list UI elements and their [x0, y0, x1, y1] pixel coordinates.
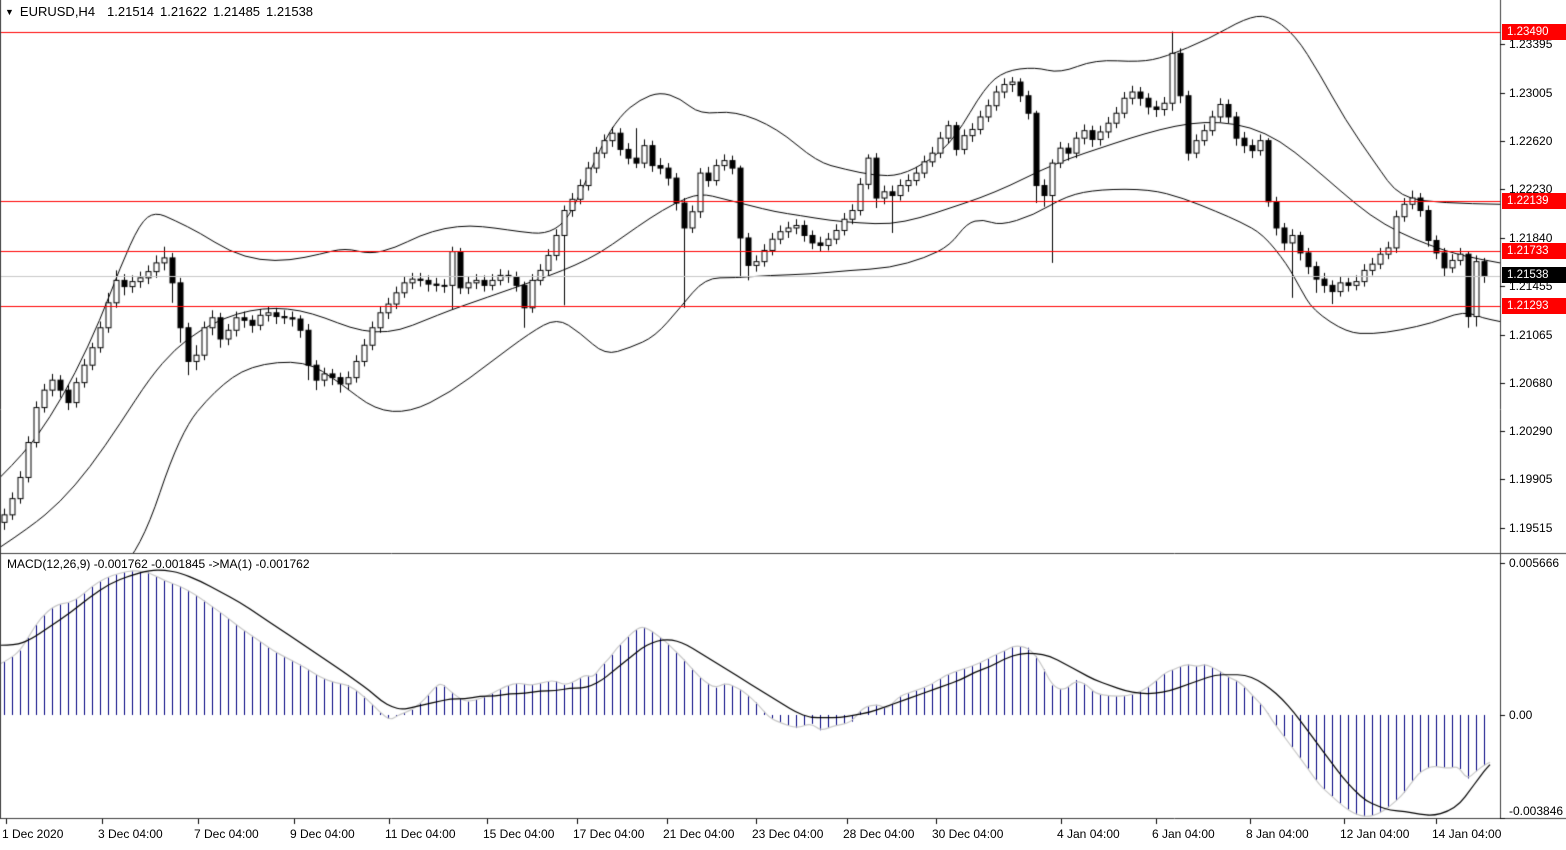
price-axis-tick-label: 1.20680: [1509, 376, 1553, 390]
symbol-period-label: EURUSD,H4: [19, 4, 96, 19]
macd-axis-tick-label: 0.00: [1509, 708, 1533, 722]
time-axis-label: 7 Dec 04:00: [194, 827, 259, 841]
price-axis-tick-label: 1.20290: [1509, 424, 1553, 438]
price-axis-tick-label: 1.19515: [1509, 521, 1553, 535]
price-level-badge: 1.23490: [1502, 24, 1566, 40]
chart-title: ▼ EURUSD,H4 1.21514 1.21622 1.21485 1.21538: [5, 4, 319, 19]
price-level-badge: 1.21293: [1502, 298, 1566, 314]
time-axis-label: 1 Dec 2020: [2, 827, 64, 841]
quote-low: 1.21485: [213, 4, 261, 19]
price-level-badge: 1.21733: [1502, 243, 1566, 259]
time-axis-label: 21 Dec 04:00: [663, 827, 735, 841]
time-axis-label: 12 Jan 04:00: [1340, 827, 1410, 841]
macd-indicator-label: MACD(12,26,9) -0.001762 -0.001845 ->MA(1…: [7, 557, 310, 571]
time-axis-label: 17 Dec 04:00: [573, 827, 645, 841]
macd-axis-tick-label: 0.005666: [1509, 556, 1560, 570]
quote-close: 1.21538: [266, 4, 314, 19]
price-axis-tick-label: 1.22620: [1509, 134, 1553, 148]
time-axis-label: 28 Dec 04:00: [843, 827, 915, 841]
price-level-badge: 1.22139: [1502, 193, 1566, 209]
bid-price-badge: 1.21538: [1502, 267, 1566, 283]
quote-high: 1.21622: [160, 4, 208, 19]
macd-axis-tick-label: -0.003846: [1509, 804, 1564, 818]
time-axis-label: 23 Dec 04:00: [752, 827, 824, 841]
price-axis-tick-label: 1.19905: [1509, 472, 1553, 486]
time-axis-label: 4 Jan 04:00: [1057, 827, 1120, 841]
time-axis-label: 6 Jan 04:00: [1152, 827, 1215, 841]
time-axis-label: 11 Dec 04:00: [385, 827, 456, 841]
time-axis-label: 30 Dec 04:00: [932, 827, 1004, 841]
collapse-triangle-icon[interactable]: ▼: [5, 7, 14, 17]
time-axis-label: 14 Jan 04:00: [1432, 827, 1502, 841]
price-axis-tick-label: 1.21065: [1509, 328, 1553, 342]
price-axis-tick-label: 1.23005: [1509, 86, 1553, 100]
time-axis-label: 8 Jan 04:00: [1246, 827, 1309, 841]
price-axis-tick-label: 1.21840: [1509, 231, 1553, 245]
time-axis-label: 9 Dec 04:00: [290, 827, 355, 841]
time-axis-label: 15 Dec 04:00: [483, 827, 555, 841]
price-axis-tick-label: 1.22230: [1509, 182, 1553, 196]
price-axis-tick-label: 1.23395: [1509, 37, 1553, 51]
time-axis-label: 3 Dec 04:00: [98, 827, 163, 841]
quote-open: 1.21514: [107, 4, 155, 19]
